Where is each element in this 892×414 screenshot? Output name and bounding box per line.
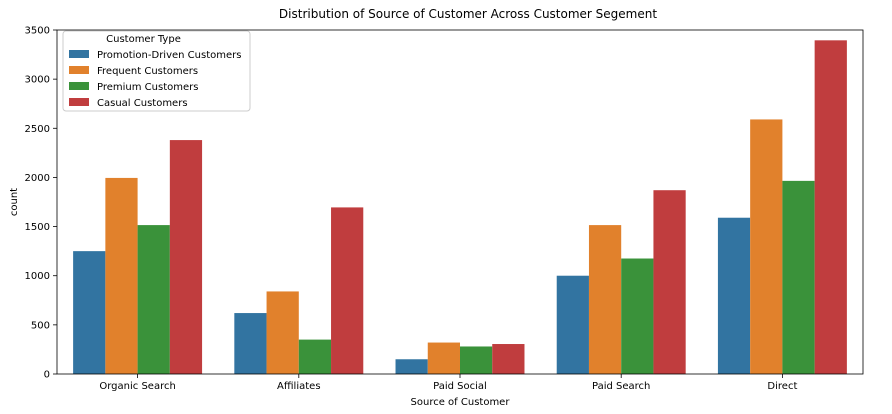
chart-title: Distribution of Source of Customer Acros…	[279, 7, 657, 21]
bar	[492, 344, 525, 374]
bar	[717, 217, 751, 374]
y-tick-label: 3500	[25, 26, 50, 37]
legend-label: Premium Customers	[97, 82, 198, 93]
x-tick-label: Organic Search	[99, 381, 175, 392]
x-axis-label: Source of Customer	[411, 397, 511, 408]
y-tick-label: 2000	[25, 173, 50, 184]
bar	[331, 207, 364, 374]
x-tick-label: Paid Social	[433, 381, 487, 392]
x-tick-label: Direct	[767, 381, 797, 392]
legend-swatch	[69, 66, 89, 74]
bar	[298, 339, 332, 374]
bar	[266, 291, 299, 374]
y-tick-label: 3000	[25, 75, 50, 86]
bar	[460, 346, 493, 374]
legend-label: Casual Customers	[97, 98, 188, 109]
plot-frame	[56, 29, 864, 375]
bar	[105, 177, 138, 374]
bar	[169, 140, 203, 374]
y-axis-ticks: 0 500 1000 1500 2000 2500 3000 3500	[25, 26, 57, 381]
bar	[427, 342, 460, 374]
x-tick-label: Affiliates	[277, 381, 320, 392]
legend-swatch	[69, 98, 89, 106]
legend-label: Promotion-Driven Customers	[97, 50, 241, 61]
y-axis-label: count	[9, 188, 20, 216]
bar	[588, 225, 622, 374]
bar	[621, 258, 654, 374]
legend: Customer Type Promotion-Driven Customers…	[62, 30, 251, 112]
y-tick-label: 1000	[25, 271, 50, 282]
y-tick-label: 2500	[25, 124, 50, 135]
bar	[782, 180, 815, 374]
bar	[234, 313, 267, 374]
legend-swatch	[69, 50, 89, 58]
x-tick-label: Paid Search	[592, 381, 650, 392]
bar	[556, 275, 589, 374]
legend-box	[62, 30, 251, 112]
bar	[73, 251, 106, 374]
legend-title: Customer Type	[106, 34, 181, 45]
legend-label: Frequent Customers	[97, 66, 198, 77]
bar	[750, 119, 783, 374]
y-tick-label: 500	[31, 320, 50, 331]
bar	[653, 190, 686, 374]
legend-items: Promotion-Driven Customers Frequent Custo…	[69, 50, 241, 109]
bar	[814, 40, 847, 374]
y-tick-label: 0	[44, 370, 50, 381]
legend-swatch	[69, 82, 89, 90]
bar	[395, 359, 428, 374]
x-axis-ticks: Organic Search Affiliates Paid Social Paid …	[99, 374, 797, 392]
y-tick-label: 1500	[25, 222, 50, 233]
bars-group	[73, 40, 847, 374]
bar	[137, 225, 170, 374]
